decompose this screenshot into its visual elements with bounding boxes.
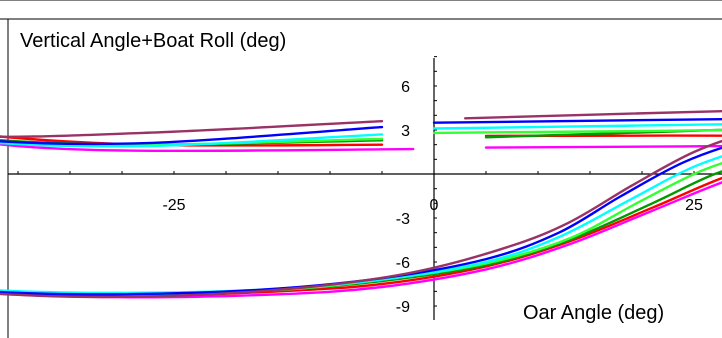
y-axis-title: Vertical Angle+Boat Roll (deg) [20, 30, 286, 52]
series-group [0, 109, 722, 299]
ticks: -75-50-250255063-3-6-9 [17, 56, 703, 316]
x-axis-title: Oar Angle (deg) [523, 302, 664, 324]
y-tick-label: -6 [396, 255, 410, 272]
x-tick-label: 25 [685, 197, 703, 214]
series-line-7 [0, 109, 722, 299]
y-tick-label: -3 [396, 211, 410, 228]
y-tick-label: 6 [401, 79, 410, 96]
x-tick-label: -25 [162, 197, 185, 214]
y-tick-label: -9 [396, 299, 410, 316]
y-tick-label: 3 [401, 123, 410, 140]
series-line-6 [0, 117, 722, 296]
x-tick-label: 0 [430, 197, 439, 214]
